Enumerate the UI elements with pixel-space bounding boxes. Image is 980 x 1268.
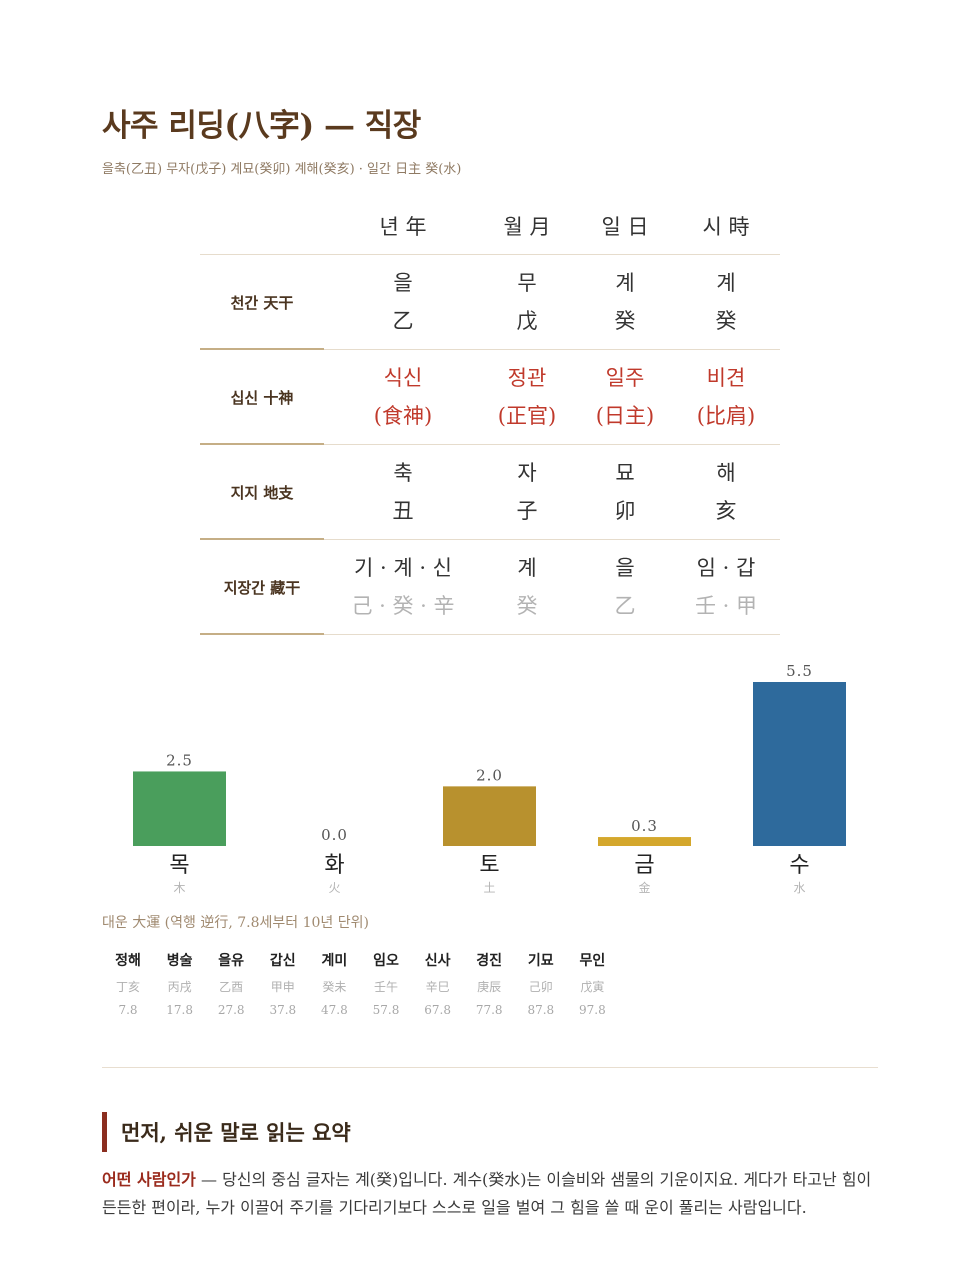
category-label: 화 [324,853,344,878]
luck-pillar-hanja: 己卯 [528,980,553,994]
summary-text: — 당신의 중심 글자는 계(癸)입니다. 계수(癸水)는 이슬비와 샘물의 기… [102,1170,872,1217]
bar-value-label: 0.0 [321,826,348,844]
category-label: 금 [634,853,654,878]
luck-pillar-ganzhi: 기묘 [527,953,554,969]
category-hanja-label: 金 [638,880,650,895]
column-header-year: 년 年 [379,215,427,239]
page-subtitle: 을축(乙丑) 무자(戊子) 계묘(癸卯) 계해(癸亥) · 일간 日主 癸(水) [102,162,462,177]
five-elements-bar-chart: 2.5 목木 0.0 화火 2.0 토土 0.3 금金 5.5 수水 [133,662,846,895]
luck-pillar-age: 77.8 [475,1003,503,1017]
bar-4 [753,682,846,846]
luck-pillar-ganzhi: 경진 [476,953,503,969]
row-label-ten-gods: 십신 十神 [230,388,294,407]
category-hanja-label: 水 [793,881,805,895]
luck-pillar-hanja: 丁亥 [115,980,140,994]
row-label-hidden-stems: 지장간 藏干 [223,578,301,597]
luck-pillar-age: 57.8 [372,1003,400,1017]
luck-pillars-title: 대운 大運 (역행 逆行, 7.8세부터 10년 단위) [102,915,369,931]
row-label-earthly-branches: 지지 地支 [230,483,294,502]
luck-pillar-age: 97.8 [579,1003,606,1017]
luck-pillar-ganzhi: 무인 [579,953,606,969]
luck-pillar-item: 을유 乙酉 27.8 [205,950,257,1017]
row-label-heavenly-stems: 천간 天干 [230,293,294,312]
summary-heading: 먼저, 쉬운 말로 읽는 요약 [102,1112,351,1152]
bar-value-label: 5.5 [786,662,813,680]
bar-value-label: 2.0 [476,766,503,784]
bar-value-label: 0.3 [631,817,658,835]
luck-pillar-age: 67.8 [424,1003,451,1017]
summary-lead: 어떤 사람인가 [102,1170,196,1189]
section-divider [102,1067,878,1068]
luck-pillar-ganzhi: 을유 [218,953,245,969]
column-header-hour: 시 時 [702,215,750,239]
luck-pillar-item: 계미 癸未 47.8 [308,950,360,1017]
luck-pillar-age: 87.8 [527,1003,555,1017]
ten-god-month: 정관 (正官) [497,366,557,428]
luck-pillar-item: 신사 辛巳 67.8 [412,950,464,1017]
ten-god-hour: 비견 (比肩) [696,366,756,428]
luck-pillar-item: 병술 丙戌 17.8 [154,950,206,1017]
luck-pillar-item: 갑신 甲申 37.8 [257,950,309,1017]
column-header-month: 월 月 [503,215,551,239]
category-label: 목 [169,853,189,878]
luck-pillar-hanja: 戊寅 [580,980,605,994]
luck-pillar-hanja: 甲申 [270,980,295,994]
bar-value-label: 2.5 [166,751,193,769]
luck-pillar-hanja: 辛巳 [425,980,450,994]
column-header-day: 일 日 [601,215,649,239]
luck-pillar-hanja: 壬午 [373,980,398,994]
luck-pillar-ganzhi: 임오 [373,953,399,969]
luck-pillar-ganzhi: 신사 [424,953,451,969]
category-hanja-label: 木 [173,881,185,895]
luck-pillar-hanja: 乙酉 [219,980,244,994]
luck-pillar-item: 정해 丁亥 7.8 [102,950,154,1017]
bar-3 [598,837,691,846]
luck-pillar-item: 경진 庚辰 77.8 [463,950,515,1017]
luck-pillar-hanja: 丙戌 [167,980,192,994]
ten-god-day: 일주 (日主) [595,366,655,428]
luck-pillar-hanja: 癸未 [322,980,347,994]
bar-0 [133,771,226,846]
category-hanja-label: 火 [328,881,340,895]
luck-pillar-ganzhi: 정해 [115,953,141,969]
page-title: 사주 리딩(八字) — 직장 [102,108,421,144]
five-elements-chart: 2.5 목 木 0.0 화 火 2.0 토 土 0.3 금 金 5.5 수 水 [100,650,880,900]
summary-paragraph: 어떤 사람인가 — 당신의 중심 글자는 계(癸)입니다. 계수(癸水)는 이슬… [102,1166,878,1222]
luck-pillar-ganzhi: 계미 [321,953,348,969]
category-hanja-label: 土 [483,881,495,895]
luck-pillar-item: 무인 戊寅 97.8 [566,950,618,1017]
luck-pillar-item: 기묘 己卯 87.8 [515,950,567,1017]
luck-pillar-ganzhi: 병술 [166,953,193,969]
luck-pillar-hanja: 庚辰 [477,980,502,994]
category-label: 수 [789,853,809,878]
category-label: 토 [479,853,499,878]
luck-pillar-age: 27.8 [217,1003,245,1017]
luck-pillar-ganzhi: 갑신 [269,953,296,969]
luck-pillar-item: 임오 壬午 57.8 [360,950,412,1017]
luck-pillar-age: 17.8 [166,1003,193,1017]
bar-2 [443,786,536,846]
luck-pillar-age: 47.8 [321,1003,348,1017]
ten-gods-row: 십신 十神 식신 (食神) 정관 (正官) 일주 (日主) 비견 (比肩) [200,350,780,445]
luck-pillar-age: 37.8 [269,1003,297,1017]
pillars-header-row: 년 年 월 月 일 日 시 時 [200,200,780,255]
ten-god-year: 식신 (食神) [373,366,433,428]
luck-pillar-age: 7.8 [118,1003,138,1017]
